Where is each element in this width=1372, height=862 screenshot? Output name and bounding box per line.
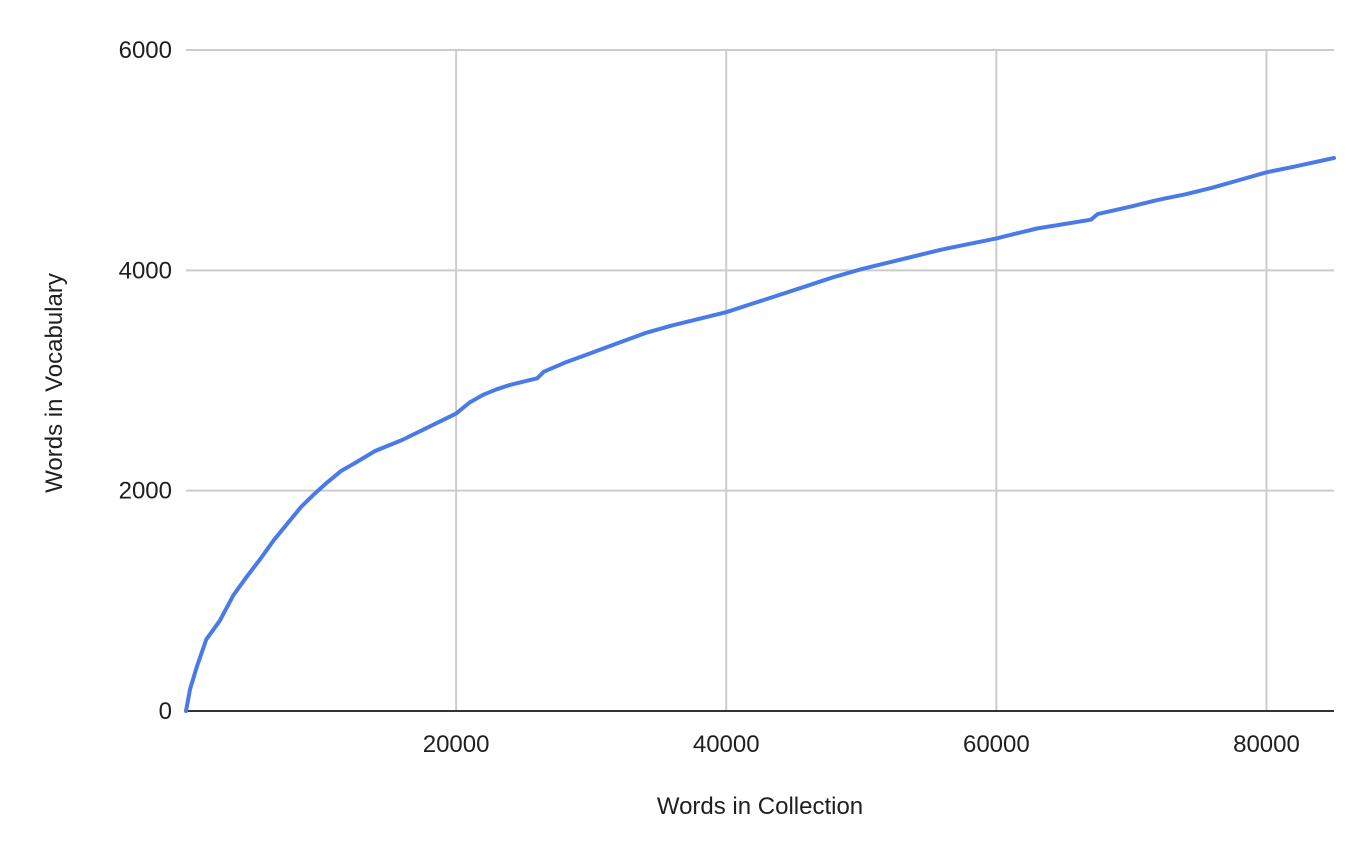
y-axis-title: Words in Vocabulary: [41, 273, 68, 493]
tick-labels: 0 2000 4000 6000 20000 40000 60000 80000: [119, 37, 1300, 758]
x-tick-label: 80000: [1233, 731, 1300, 758]
series-line: [184, 156, 1336, 713]
y-tick-label: 4000: [119, 257, 172, 284]
y-tick-label: 6000: [119, 37, 172, 64]
x-axis-title: Words in Collection: [657, 793, 863, 820]
y-tick-label: 2000: [119, 478, 172, 505]
x-tick-label: 40000: [693, 731, 760, 758]
x-tick-label: 20000: [423, 731, 490, 758]
series-layer: [184, 156, 1336, 713]
y-tick-label: 0: [159, 698, 172, 725]
x-tick-label: 60000: [963, 731, 1030, 758]
gridlines: [186, 49, 1334, 711]
